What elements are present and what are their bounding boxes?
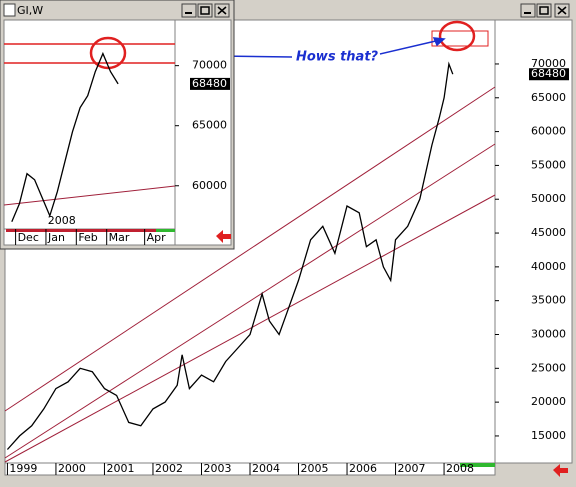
year-label: 2008 xyxy=(48,214,76,227)
last-value-box xyxy=(190,77,230,90)
price-line xyxy=(6,61,454,450)
x-tick-label: 1999 xyxy=(9,462,37,475)
y-tick-label: 40000 xyxy=(531,260,566,273)
y-tick-label: 35000 xyxy=(531,294,566,307)
x-tick-label: 2006 xyxy=(349,462,377,475)
x-tick-label: 2005 xyxy=(301,462,329,475)
last-value-label: 68480 xyxy=(531,67,566,80)
x-tick-label: Jan xyxy=(47,231,65,244)
x-tick-label: Feb xyxy=(78,231,97,244)
highlight-box xyxy=(431,30,489,47)
annotation: Hows that? xyxy=(296,50,379,65)
window-buttons[interactable] xyxy=(520,3,570,18)
x-tick-label: 2008 xyxy=(446,462,474,475)
y-tick-label: 45000 xyxy=(531,226,566,239)
last-value-box xyxy=(529,68,569,81)
x-tick-label: Dec xyxy=(18,231,39,244)
y-tick-label: 65000 xyxy=(531,91,566,104)
y-tick-label: 20000 xyxy=(531,395,566,408)
price-line xyxy=(11,51,119,223)
y-tick-label: 50000 xyxy=(531,192,566,205)
last-value-label: 68480 xyxy=(192,77,227,90)
trend-channel xyxy=(4,86,496,463)
y-tick-label: 25000 xyxy=(531,361,566,374)
inset-title: GI,W xyxy=(17,4,43,17)
y-tick-label: 30000 xyxy=(531,327,566,340)
inset-window: GI,W xyxy=(0,0,235,250)
x-tick-label: 2000 xyxy=(58,462,86,475)
x-tick-label: 2004 xyxy=(252,462,280,475)
y-tick-label: 15000 xyxy=(531,429,566,442)
highlight-circle xyxy=(438,20,476,52)
x-tick-label: Mar xyxy=(109,231,130,244)
y-tick-label: 70000 xyxy=(531,57,566,70)
x-tick-label: 2001 xyxy=(106,462,134,475)
y-tick-label: 65000 xyxy=(192,119,227,132)
y-tick-label: 60000 xyxy=(192,179,227,192)
x-tick-label: Apr xyxy=(147,231,167,244)
x-tick-label: 2003 xyxy=(203,462,231,475)
status-bar xyxy=(460,463,495,467)
inset-window-buttons[interactable] xyxy=(181,3,230,18)
y-tick-label: 60000 xyxy=(531,125,566,138)
y-tick-label: 70000 xyxy=(192,59,227,72)
y-tick-label: 55000 xyxy=(531,158,566,171)
x-tick-label: 2002 xyxy=(155,462,183,475)
scroll-arrow[interactable] xyxy=(553,464,568,477)
x-tick-label: 2007 xyxy=(398,462,426,475)
